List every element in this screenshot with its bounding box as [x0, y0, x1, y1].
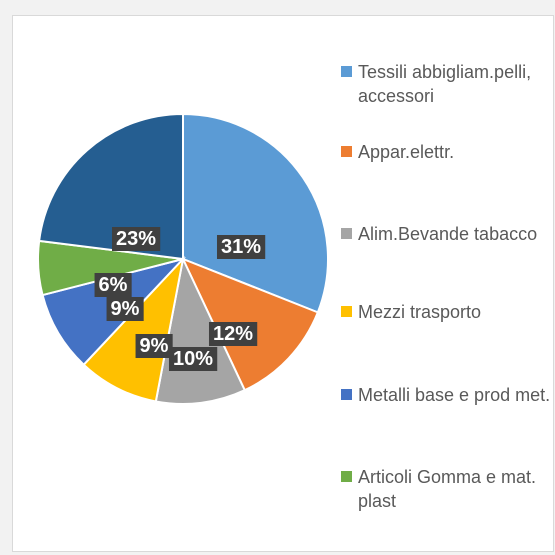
- legend-label: Alim.Bevande tabacco: [358, 224, 538, 244]
- data-label-box: [111, 227, 161, 251]
- legend-label: Tessili abbigliam.pelli, accessori: [358, 62, 532, 106]
- legend-label: Appar.elettr.: [358, 142, 455, 162]
- data-label-box: [208, 322, 258, 346]
- legend-swatch: [341, 66, 352, 77]
- data-label-box: [168, 347, 218, 371]
- data-label-box: [94, 273, 132, 297]
- data-label-box: [135, 334, 173, 358]
- data-label: 23%: [116, 228, 156, 250]
- legend-swatch: [341, 389, 352, 400]
- legend-entry: Appar.elettr.: [341, 140, 553, 164]
- legend-entry: Articoli Gomma e mat. plast: [341, 465, 553, 513]
- data-label: 31%: [221, 236, 261, 258]
- legend-swatch: [341, 228, 352, 239]
- legend-label: Mezzi trasporto: [358, 302, 482, 322]
- legend-entry: Tessili abbigliam.pelli, accessori: [341, 60, 553, 108]
- data-label: 9%: [140, 335, 169, 357]
- pie-slice: [182, 112, 329, 314]
- legend-entry: Metalli base e prod met.: [341, 383, 553, 407]
- legend-label: Metalli base e prod met.: [358, 385, 551, 405]
- legend-swatch: [341, 146, 352, 157]
- legend-swatch: [341, 471, 352, 482]
- legend-entry: Alim.Bevande tabacco: [341, 222, 553, 246]
- legend-entry: Mezzi trasporto: [341, 300, 553, 324]
- data-label-box: [106, 297, 144, 321]
- data-label: 12%: [213, 323, 253, 345]
- chart-area: 31% 12% 10% 9% 9% 6% 23% Tessili abbigliam.pel…: [12, 15, 554, 552]
- pie-slice: [82, 255, 185, 403]
- legend-swatch: [341, 306, 352, 317]
- legend-label: Articoli Gomma e mat. plast: [358, 467, 537, 511]
- data-label: 10%: [173, 348, 213, 370]
- pie-slice: [38, 112, 184, 261]
- data-label-box: [216, 235, 266, 259]
- data-label: 9%: [111, 298, 140, 320]
- chart: 31%12%10%9%9%6%23%: [37, 112, 329, 405]
- data-label: 6%: [99, 274, 128, 296]
